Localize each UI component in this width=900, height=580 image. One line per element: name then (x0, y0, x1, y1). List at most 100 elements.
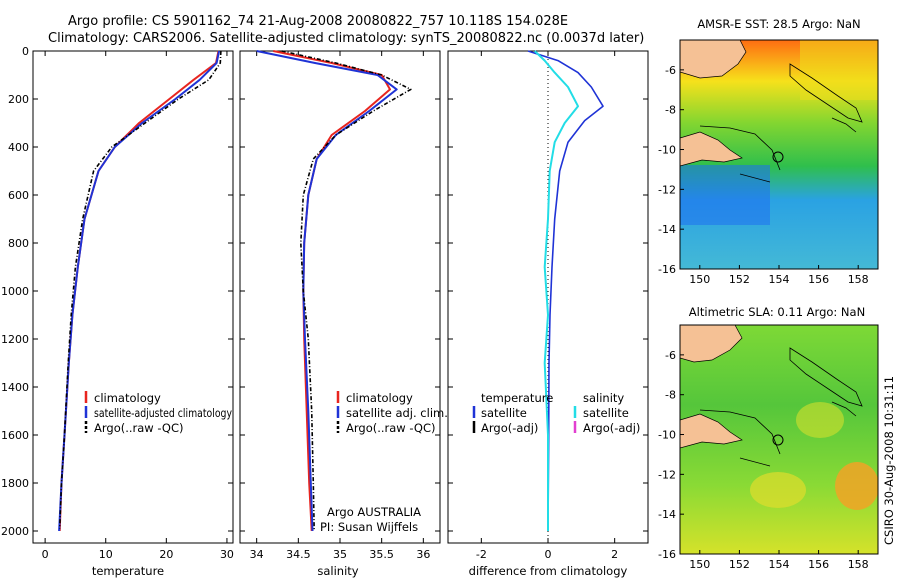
map-y-tick-label: -14 (658, 223, 676, 236)
x-tick-label: 30 (220, 548, 234, 561)
legend-salinity-title: salinity (583, 391, 624, 405)
map-x-tick-label: 152 (729, 273, 750, 286)
sla-yellow-patch (750, 472, 806, 508)
map-y-tick-label: -10 (658, 144, 676, 157)
y-tick-label: 1800 (1, 477, 29, 490)
argo-credit: Argo AUSTRALIA (327, 505, 421, 519)
salinity-panel: 34 34.5 35 35.5 36 salinity climatology sate… (239, 50, 448, 578)
series-line-climatology (273, 50, 391, 532)
map-x-tick-label: 154 (769, 273, 790, 286)
legend-satellite-label: satellite-adjusted climatology (94, 406, 232, 420)
series-line-argo-raw-qc (281, 50, 412, 532)
y-tick-label: 1200 (1, 333, 29, 346)
sst-island-chain (789, 63, 863, 123)
sst-warm-patch (800, 40, 878, 100)
sla-map-ticks: 150 152 154 156 158 -6 -8 -10 -12 -14 -16 (658, 349, 869, 571)
pi-credit: PI: Susan Wijffels (320, 520, 418, 534)
map-x-tick-label: 158 (848, 558, 869, 571)
y-tick-label: 1000 (1, 285, 29, 298)
sst-islands (699, 117, 857, 183)
salinity-axes-frame (239, 50, 441, 544)
map-y-tick-label: -14 (658, 508, 676, 521)
salinity-ticks: 34 34.5 35 35.5 36 (240, 50, 440, 561)
csiro-timestamp: CSIRO 30-Aug-2008 10:31:11 (882, 376, 896, 545)
series-line-climatology (58, 50, 220, 532)
x-tick-label: 34 (250, 548, 264, 561)
temperature-lines (58, 50, 222, 532)
map-y-tick-label: -8 (665, 389, 676, 402)
sst-blue-patch (680, 165, 770, 225)
sst-land-peninsula (680, 131, 743, 167)
map-y-tick-label: -16 (658, 263, 676, 276)
sla-map-title: Altimetric SLA: 0.11 Argo: NaN (689, 305, 865, 319)
sla-map-panel: Altimetric SLA: 0.11 Argo: NaN 150 152 154… (658, 305, 879, 571)
map-x-tick-label: 156 (808, 273, 829, 286)
legend-sal-argo-label: Argo(..raw -QC) (346, 421, 436, 435)
sst-land-new-guinea (680, 40, 747, 79)
map-y-tick-label: -6 (665, 64, 676, 77)
x-tick-label: 34.5 (286, 548, 311, 561)
legend-temp-argo-label: Argo(-adj) (481, 421, 538, 435)
series-line-argo-raw-qc (58, 50, 222, 529)
y-tick-label: 800 (8, 237, 29, 250)
legend-climatology-label: climatology (94, 391, 161, 405)
temperature-panel: 0 10 20 30 0 200 400 600 800 1000 1200 1400 1600 1800… (1, 45, 234, 578)
map-y-tick-label: -6 (665, 349, 676, 362)
y-tick-label: 1600 (1, 429, 29, 442)
temperature-axes-frame (32, 50, 234, 544)
y-tick-label: 600 (8, 189, 29, 202)
salinity-lines (256, 50, 412, 532)
title-line-2: Climatology: CARS2006. Satellite-adjuste… (48, 31, 644, 46)
map-y-tick-label: -8 (665, 104, 676, 117)
difference-panel: -2 0 2 difference from climatology tempera… (447, 50, 649, 578)
salinity-xlabel: salinity (317, 564, 358, 578)
series-line-salinity-satellite (534, 50, 579, 531)
x-tick-label: 35 (333, 548, 347, 561)
difference-xlabel: difference from climatology (469, 564, 628, 578)
map-y-tick-label: -10 (658, 429, 676, 442)
legend-temp-satellite-label: satellite (481, 406, 527, 420)
sst-map-title: AMSR-E SST: 28.5 Argo: NaN (697, 17, 860, 31)
map-y-tick-label: -12 (658, 468, 676, 481)
difference-lines (527, 50, 604, 532)
y-tick-label: 0 (22, 45, 29, 58)
x-tick-label: 20 (159, 548, 173, 561)
legend-temperature-title: temperature (481, 391, 553, 405)
legend-sal-satellite-label-2: satellite (583, 406, 629, 420)
difference-ticks: -2 0 2 (448, 50, 648, 561)
y-tick-label: 1400 (1, 381, 29, 394)
map-x-tick-label: 150 (689, 273, 710, 286)
sst-argo-marker (772, 151, 784, 163)
temperature-xlabel: temperature (92, 564, 164, 578)
series-line-temperature-satellite (527, 50, 604, 532)
legend-argo-label: Argo(..raw -QC) (94, 421, 184, 435)
sst-map-panel: AMSR-E SST: 28.5 Argo: NaN 150 152 154 156 1… (658, 17, 879, 286)
sla-yellow-patch-2 (796, 402, 844, 438)
map-x-tick-label: 156 (808, 558, 829, 571)
map-y-tick-label: -12 (658, 183, 676, 196)
title-line-1: Argo profile: CS 5901162_74 21-Aug-2008 … (68, 14, 568, 29)
map-x-tick-label: 158 (848, 273, 869, 286)
temperature-ticks: 0 10 20 30 0 200 400 600 800 1000 1200 1400 1600 1800… (1, 45, 234, 561)
sst-map-ticks: 150 152 154 156 158 -6 -8 -10 -12 -14 -16 (658, 64, 869, 286)
x-tick-label: 35.5 (369, 548, 394, 561)
map-x-tick-label: 150 (689, 558, 710, 571)
legend-sal-climatology-label: climatology (346, 391, 413, 405)
sla-argo-marker (772, 434, 784, 446)
x-tick-label: 10 (99, 548, 113, 561)
y-tick-label: 400 (8, 141, 29, 154)
map-x-tick-label: 154 (769, 558, 790, 571)
temperature-legend: climatology satellite-adjusted climatolo… (84, 391, 232, 435)
difference-legend: temperature satellite Argo(-adj) salinit… (472, 391, 640, 435)
series-line-satellite-adj-clim (256, 50, 398, 532)
sla-island-chain (789, 347, 863, 407)
map-x-tick-label: 152 (729, 558, 750, 571)
x-tick-label: 0 (545, 548, 552, 561)
x-tick-label: 0 (42, 548, 49, 561)
sla-land-new-guinea (680, 325, 743, 363)
x-tick-label: 2 (611, 548, 618, 561)
sla-land-peninsula (680, 413, 743, 449)
x-tick-label: 36 (416, 548, 430, 561)
legend-sal-satellite-label: satellite adj. clim. (346, 406, 448, 420)
